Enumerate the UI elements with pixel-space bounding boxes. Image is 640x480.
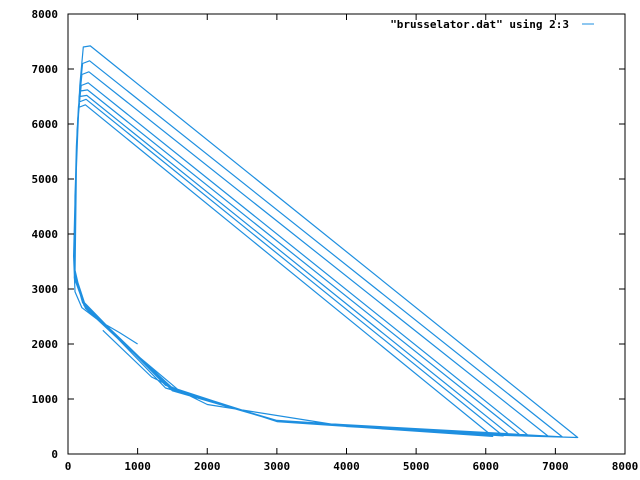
y-tick-label: 2000 [32,338,59,351]
x-tick-label: 5000 [403,460,430,473]
x-tick-label: 4000 [333,460,360,473]
series-layer [73,45,579,439]
y-tick-label: 1000 [32,393,59,406]
x-tick-label: 6000 [473,460,500,473]
x-tick-label: 1000 [124,460,151,473]
x-tick-label: 0 [65,460,72,473]
y-tick-label: 4000 [32,228,59,241]
ticks-layer: 0 1000 2000 3000 4000 5000 6000 7000 8000 0 1000 20… [32,8,639,473]
series-line [73,45,579,439]
legend: "brusselator.dat" using 2:3 [390,18,594,31]
x-tick-label: 3000 [264,460,291,473]
y-tick-label: 5000 [32,173,59,186]
y-tick-label: 0 [51,448,58,461]
x-tick-label: 7000 [542,460,569,473]
x-tick-label: 8000 [612,460,639,473]
y-tick-label: 6000 [32,118,59,131]
legend-label: "brusselator.dat" using 2:3 [390,18,569,31]
y-tick-label: 8000 [32,8,59,21]
y-tick-label: 3000 [32,283,59,296]
y-tick-label: 7000 [32,63,59,76]
x-tick-label: 2000 [194,460,221,473]
